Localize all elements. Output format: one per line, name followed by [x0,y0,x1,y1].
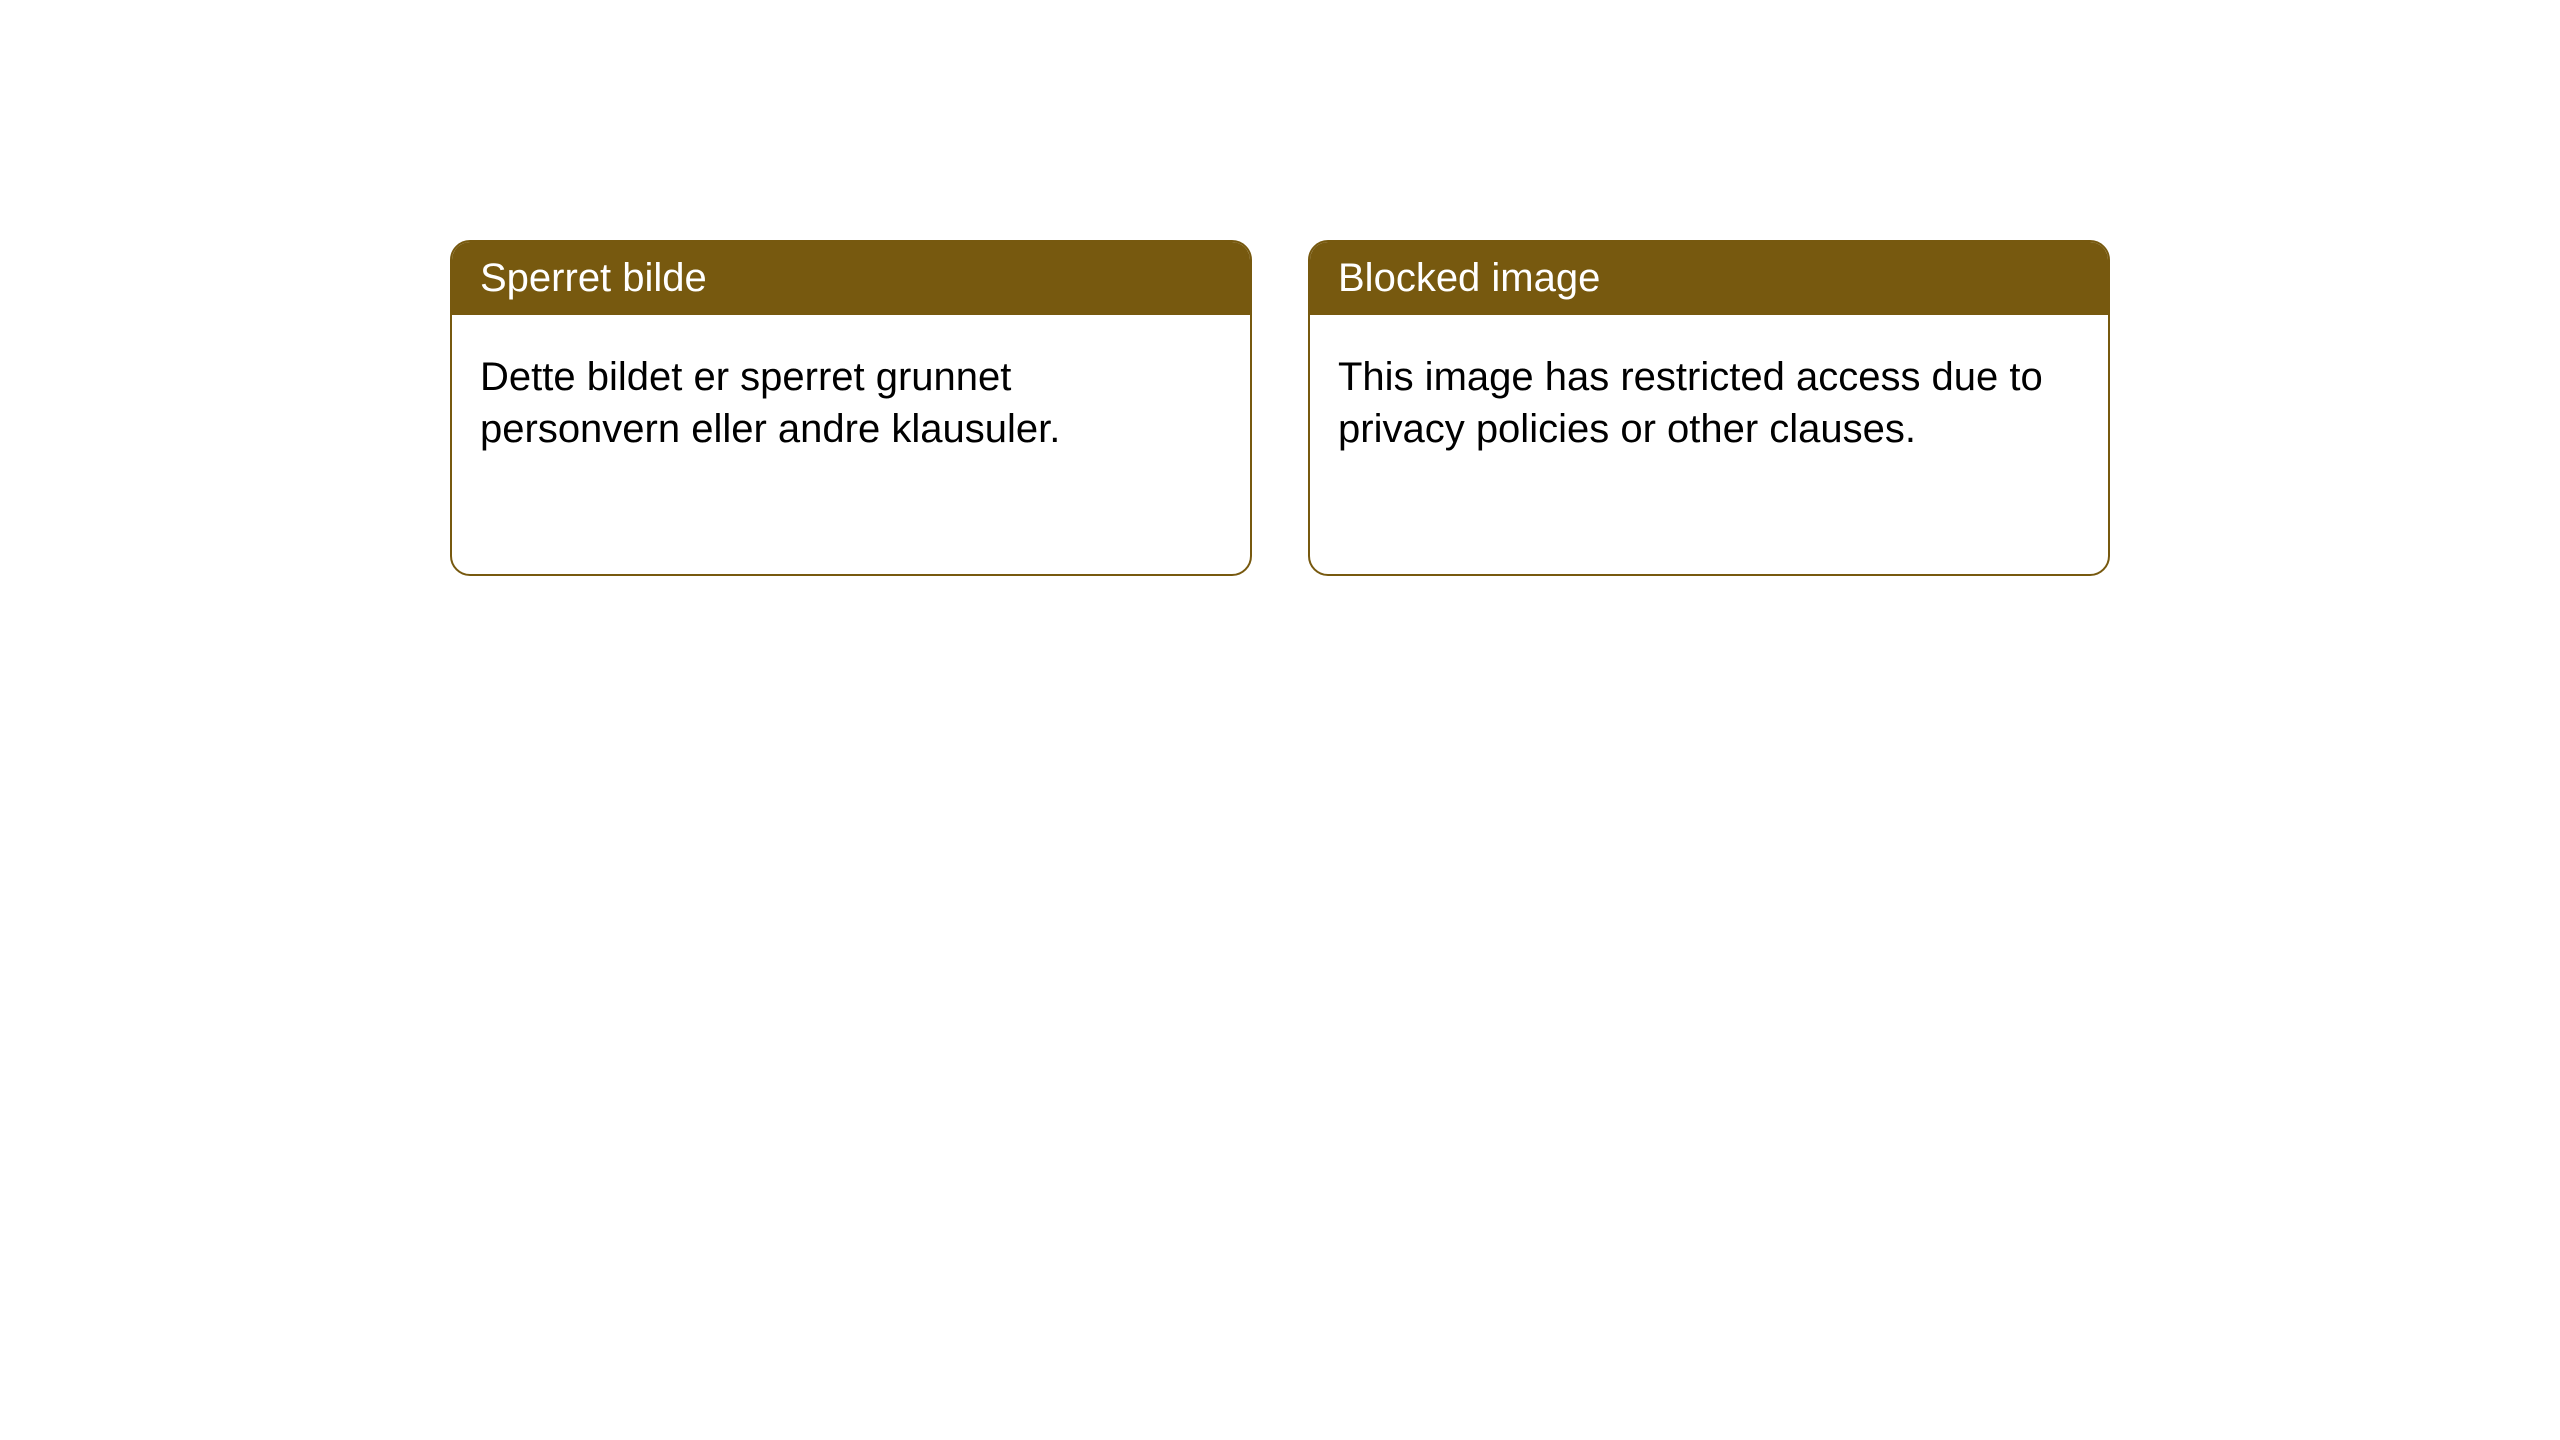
card-title: Sperret bilde [480,256,707,300]
card-message: This image has restricted access due to … [1338,355,2043,451]
card-body: This image has restricted access due to … [1310,315,2108,491]
notice-card-english: Blocked image This image has restricted … [1308,240,2110,576]
notice-container: Sperret bilde Dette bildet er sperret gr… [0,0,2560,576]
card-title: Blocked image [1338,256,1600,300]
card-message: Dette bildet er sperret grunnet personve… [480,355,1060,451]
card-header: Blocked image [1310,242,2108,315]
notice-card-norwegian: Sperret bilde Dette bildet er sperret gr… [450,240,1252,576]
card-body: Dette bildet er sperret grunnet personve… [452,315,1250,491]
card-header: Sperret bilde [452,242,1250,315]
